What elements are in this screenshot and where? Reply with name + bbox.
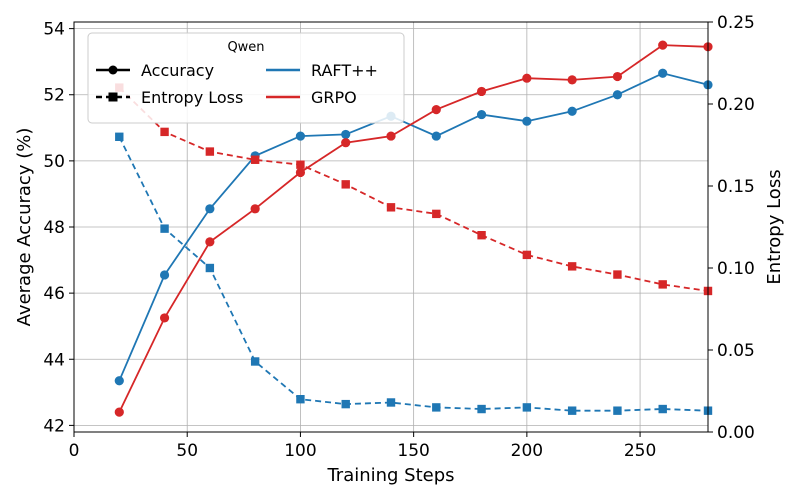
x-tick-label: 50	[176, 441, 198, 461]
x-tick-label: 200	[511, 441, 543, 461]
raft-accuracy-point	[522, 116, 532, 126]
grpo-entropy-loss-point	[160, 127, 169, 137]
left-y-tick-label: 48	[43, 218, 65, 238]
raft-entropy-loss-point	[658, 404, 667, 414]
raft-accuracy-line	[118, 72, 709, 382]
x-axis-label: Training Steps	[326, 465, 454, 486]
grpo-accuracy-point	[431, 105, 441, 115]
left-y-tick-label: 54	[43, 20, 65, 40]
grpo-accuracy-line	[118, 44, 709, 413]
raft-accuracy-point	[114, 376, 124, 386]
grpo-entropy-loss-point	[477, 231, 486, 240]
grpo-entropy-loss-point	[613, 270, 622, 279]
raft-entropy-loss-point	[115, 132, 124, 141]
left-y-tick-label: 52	[43, 86, 65, 106]
grpo-entropy-loss-point	[658, 280, 667, 289]
raft-accuracy-point	[658, 68, 668, 78]
grpo-entropy-loss-point	[250, 155, 260, 164]
raft-entropy-loss-line	[118, 136, 709, 412]
grpo-accuracy-point	[341, 138, 351, 148]
legend-raft-label: RAFT++	[311, 61, 378, 80]
grpo-entropy-loss-point	[341, 180, 350, 189]
x-tick-label: 100	[284, 441, 316, 461]
grpo-entropy-loss-point	[567, 262, 577, 271]
grpo-entropy-loss-point	[522, 250, 532, 260]
grpo-entropy-loss-point	[296, 160, 305, 169]
grpo-accuracy-point	[476, 86, 487, 97]
right-y-tick-label: 0.00	[717, 423, 755, 443]
legend-accuracy-label: Accuracy	[141, 61, 214, 80]
grpo-accuracy-point	[522, 73, 532, 83]
grpo-entropy-loss-point	[386, 203, 396, 212]
legend-accuracy-marker	[108, 65, 118, 75]
left-y-tick-label: 50	[43, 152, 65, 172]
raft-entropy-loss-point	[432, 403, 441, 412]
grpo-accuracy-point	[567, 75, 577, 85]
raft-accuracy-point	[612, 90, 623, 100]
raft-entropy-loss-point	[250, 357, 260, 366]
raft-entropy-loss-point	[160, 224, 169, 233]
left-y-tick-label: 44	[43, 350, 65, 370]
right-y-tick-label: 0.25	[717, 13, 755, 33]
raft-accuracy-point	[567, 106, 577, 116]
legend-entropy-marker	[108, 92, 118, 102]
x-tick-label: 250	[624, 441, 656, 461]
raft-entropy-loss-point	[477, 404, 486, 414]
legend: Qwen Accuracy Entropy Loss RAFT++ GRPO	[87, 32, 405, 124]
grpo-accuracy-point	[658, 40, 668, 50]
grpo-entropy-loss-line	[118, 86, 709, 292]
raft-entropy-loss-point	[341, 399, 350, 409]
grpo-accuracy-point	[159, 313, 170, 323]
raft-accuracy-point	[431, 131, 441, 141]
left-y-tick-label: 42	[43, 416, 65, 436]
left-axis-label: Average Accuracy (%)	[14, 128, 35, 327]
x-tick-label: 150	[397, 441, 429, 461]
legend-title: Qwen	[227, 40, 264, 55]
grpo-entropy-loss-point	[205, 147, 215, 156]
legend-grpo-label: GRPO	[311, 88, 357, 107]
x-tick-label: 0	[69, 441, 80, 461]
right-y-tick-label: 0.20	[717, 95, 755, 115]
legend-box	[87, 32, 405, 124]
grpo-accuracy-point	[295, 167, 306, 178]
grpo-accuracy-point	[612, 71, 623, 82]
legend-entropy-label: Entropy Loss	[141, 88, 243, 107]
right-axis-label: Entropy Loss	[764, 169, 785, 284]
raft-entropy-loss-point	[205, 263, 215, 273]
left-y-tick-label: 46	[43, 284, 65, 304]
series-lines	[118, 44, 709, 413]
raft-entropy-loss-point	[567, 406, 577, 415]
grpo-entropy-loss-point	[432, 209, 441, 219]
raft-accuracy-point	[295, 131, 306, 141]
raft-accuracy-point	[205, 204, 215, 214]
axis-ticks: 0 50 100 150 200 250 42 44 46 48 50 52 54 0.00 0.05 0.1…	[43, 13, 755, 461]
grpo-accuracy-point	[250, 204, 260, 214]
raft-accuracy-point	[341, 129, 351, 140]
raft-entropy-loss-point	[522, 403, 532, 412]
right-y-tick-label: 0.05	[717, 341, 755, 361]
raft-entropy-loss-point	[296, 395, 305, 404]
raft-entropy-loss-point	[386, 398, 396, 407]
right-y-tick-label: 0.10	[717, 259, 755, 279]
grpo-accuracy-point	[386, 131, 396, 141]
right-y-tick-label: 0.15	[717, 177, 755, 197]
raft-entropy-loss-point	[613, 406, 622, 415]
raft-accuracy-point	[476, 109, 487, 120]
grpo-accuracy-point	[114, 407, 124, 417]
raft-accuracy-point	[159, 270, 170, 280]
grpo-accuracy-point	[205, 237, 215, 247]
